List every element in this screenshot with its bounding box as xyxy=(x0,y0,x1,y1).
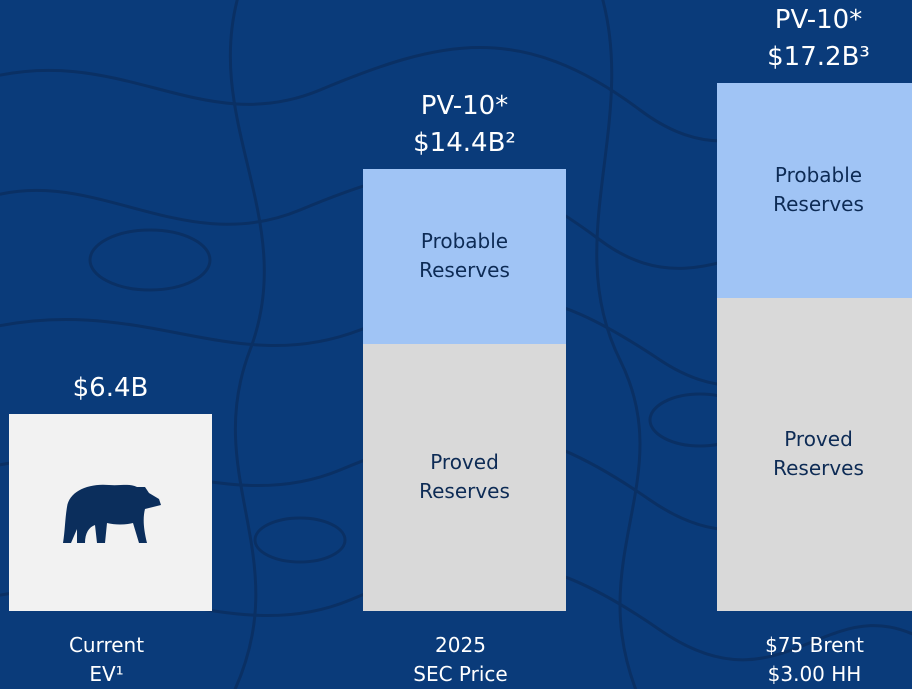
segment-label: Probable Reserves xyxy=(419,229,510,283)
total-label: $14.4B² xyxy=(413,127,516,158)
segment-label: Probable Reserves xyxy=(773,163,864,217)
category-label: SEC Price xyxy=(413,662,508,686)
bar xyxy=(9,414,212,611)
bar-segment xyxy=(717,82,912,298)
category-label: Current xyxy=(68,633,145,657)
bear-icon xyxy=(62,484,161,543)
total-label: $6.4B xyxy=(72,373,149,404)
category-label: $75 Brent xyxy=(765,633,864,657)
bar-segment xyxy=(363,168,566,344)
total-prefix: PV-10* xyxy=(774,4,863,35)
category-label: EV¹ xyxy=(89,662,124,686)
bar-segment xyxy=(363,343,566,611)
segment-label: Proved Reserves xyxy=(419,450,510,504)
bar-segment xyxy=(717,297,912,611)
segment-label: Proved Reserves xyxy=(773,427,864,481)
total-prefix: PV-10* xyxy=(420,90,509,121)
total-label: $17.2B³ xyxy=(767,41,870,72)
category-label: 2025 xyxy=(435,633,486,657)
category-label: $3.00 HH xyxy=(767,662,862,686)
